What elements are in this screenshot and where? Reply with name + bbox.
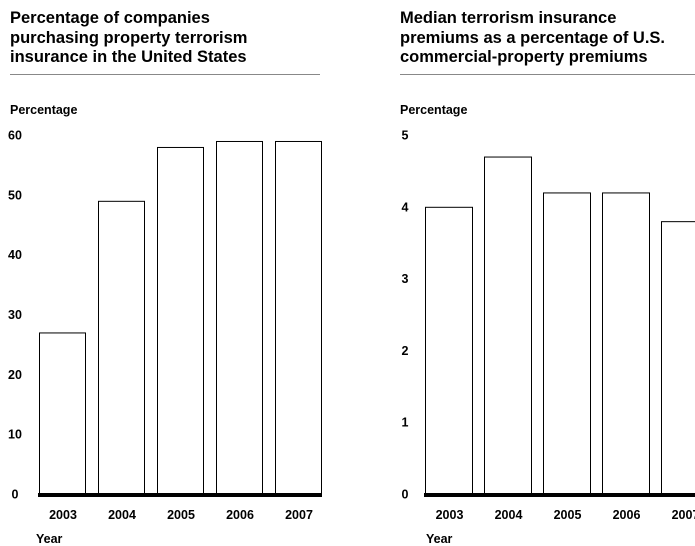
bar-chart-svg: 0 1 2 3 4 5 2003 2004 2005 2006 2007 xyxy=(402,129,695,522)
x-tick-label: 2004 xyxy=(108,508,136,522)
y-tick-label: 40 xyxy=(8,248,22,262)
y-tick-label: 50 xyxy=(8,188,22,202)
title-divider xyxy=(10,74,320,75)
bar-2007 xyxy=(275,140,322,495)
y-tick-label: 1 xyxy=(402,416,409,430)
title-divider xyxy=(400,74,695,75)
x-tick-label: 2007 xyxy=(285,508,313,522)
bar-2005 xyxy=(543,192,591,495)
y-tick-label: 3 xyxy=(402,272,409,286)
x-axis-label: Year xyxy=(426,532,453,546)
x-axis-label: Year xyxy=(36,532,63,546)
chart-panel-right: Median terrorism insurance premiums as a… xyxy=(390,0,695,546)
y-axis-label: Percentage xyxy=(10,103,78,117)
bar-2006 xyxy=(602,192,650,495)
x-tick-label: 2005 xyxy=(554,508,582,522)
chart-title: Median terrorism insurance premiums as a… xyxy=(400,9,666,66)
y-tick-label: 60 xyxy=(8,129,22,143)
chart-panel-left: Percentage of companies purchasing prope… xyxy=(0,0,330,546)
bar-2004 xyxy=(98,200,145,495)
y-axis-label: Percentage xyxy=(400,103,468,117)
x-tick-label: 2004 xyxy=(495,508,523,522)
bar-2007 xyxy=(661,221,695,495)
y-tick-label: 5 xyxy=(402,129,409,143)
bar-2003 xyxy=(39,332,86,496)
y-tick-label: 0 xyxy=(12,488,19,502)
bar-2004 xyxy=(484,156,532,495)
x-tick-label: 2006 xyxy=(613,508,641,522)
x-tick-label: 2005 xyxy=(167,508,195,522)
y-tick-label: 2 xyxy=(402,344,409,358)
y-tick-label: 10 xyxy=(8,428,22,442)
y-tick-label: 4 xyxy=(402,200,409,214)
bar-2003 xyxy=(425,206,473,496)
x-tick-label: 2003 xyxy=(436,508,464,522)
x-tick-label: 2006 xyxy=(226,508,254,522)
y-tick-label: 20 xyxy=(8,368,22,382)
y-tick-label: 0 xyxy=(402,488,409,502)
chart-title: Percentage of companies purchasing prope… xyxy=(10,9,248,66)
bar-chart-svg: 0 10 20 30 40 50 60 2003 2004 2005 2006 2007 xyxy=(8,129,322,522)
x-tick-label: 2007 xyxy=(672,508,695,522)
bar-2005 xyxy=(157,146,204,495)
y-tick-label: 30 xyxy=(8,308,22,322)
bar-2006 xyxy=(216,140,263,495)
x-tick-label: 2003 xyxy=(49,508,77,522)
